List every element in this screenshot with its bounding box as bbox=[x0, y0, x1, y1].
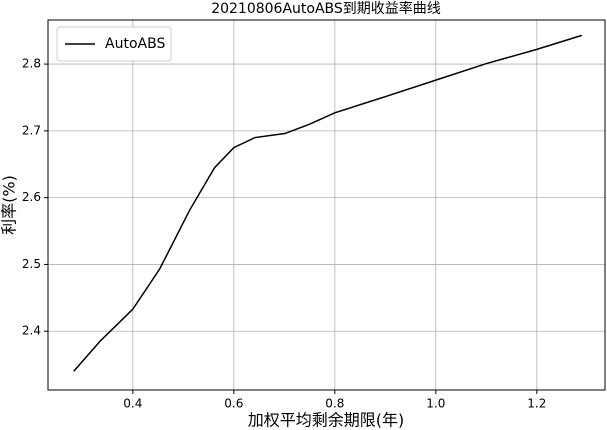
legend-label: AutoABS bbox=[105, 36, 165, 52]
y-tick-label: 2.4 bbox=[22, 324, 41, 338]
x-tick-label: 1.0 bbox=[426, 397, 445, 411]
y-tick-label: 2.6 bbox=[22, 190, 41, 204]
legend-box bbox=[56, 26, 172, 62]
x-axis-label: 加权平均剩余期限(年) bbox=[248, 411, 405, 430]
x-tick-label: 1.2 bbox=[527, 397, 546, 411]
x-tick-label: 0.4 bbox=[123, 397, 142, 411]
y-axis-label: 利率(%) bbox=[0, 175, 19, 235]
plot-frame bbox=[47, 19, 606, 391]
data-line bbox=[73, 34, 582, 372]
x-tick-label: 0.8 bbox=[325, 397, 344, 411]
y-tick-label: 2.7 bbox=[22, 123, 41, 137]
y-tick-label: 2.5 bbox=[22, 257, 41, 271]
x-tick-label: 0.6 bbox=[224, 397, 243, 411]
chart-title: 20210806AutoABS到期收益率曲线 bbox=[211, 0, 441, 17]
y-tick-label: 2.8 bbox=[22, 57, 41, 71]
